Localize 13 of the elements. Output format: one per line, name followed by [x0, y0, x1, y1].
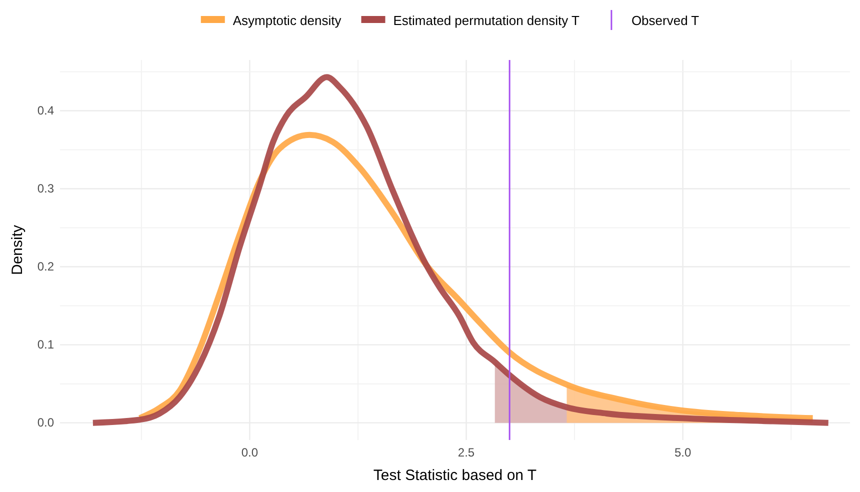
x-tick-label: 0.0 — [241, 446, 258, 460]
y-axis-title: Density — [9, 224, 26, 276]
legend-label: Estimated permutation density T — [393, 13, 580, 28]
y-tick-label: 0.1 — [37, 338, 54, 352]
y-tick-label: 0.4 — [37, 104, 54, 118]
legend-label: Asymptotic density — [232, 13, 342, 28]
legend-label: Observed T — [631, 13, 700, 28]
x-axis-title: Test Statistic based on T — [373, 467, 537, 484]
x-tick-label: 5.0 — [674, 446, 692, 460]
x-tick-label: 2.5 — [458, 446, 475, 460]
y-tick-label: 0.2 — [37, 260, 54, 274]
y-tick-label: 0.3 — [37, 182, 54, 196]
y-tick-label: 0.0 — [37, 416, 54, 430]
